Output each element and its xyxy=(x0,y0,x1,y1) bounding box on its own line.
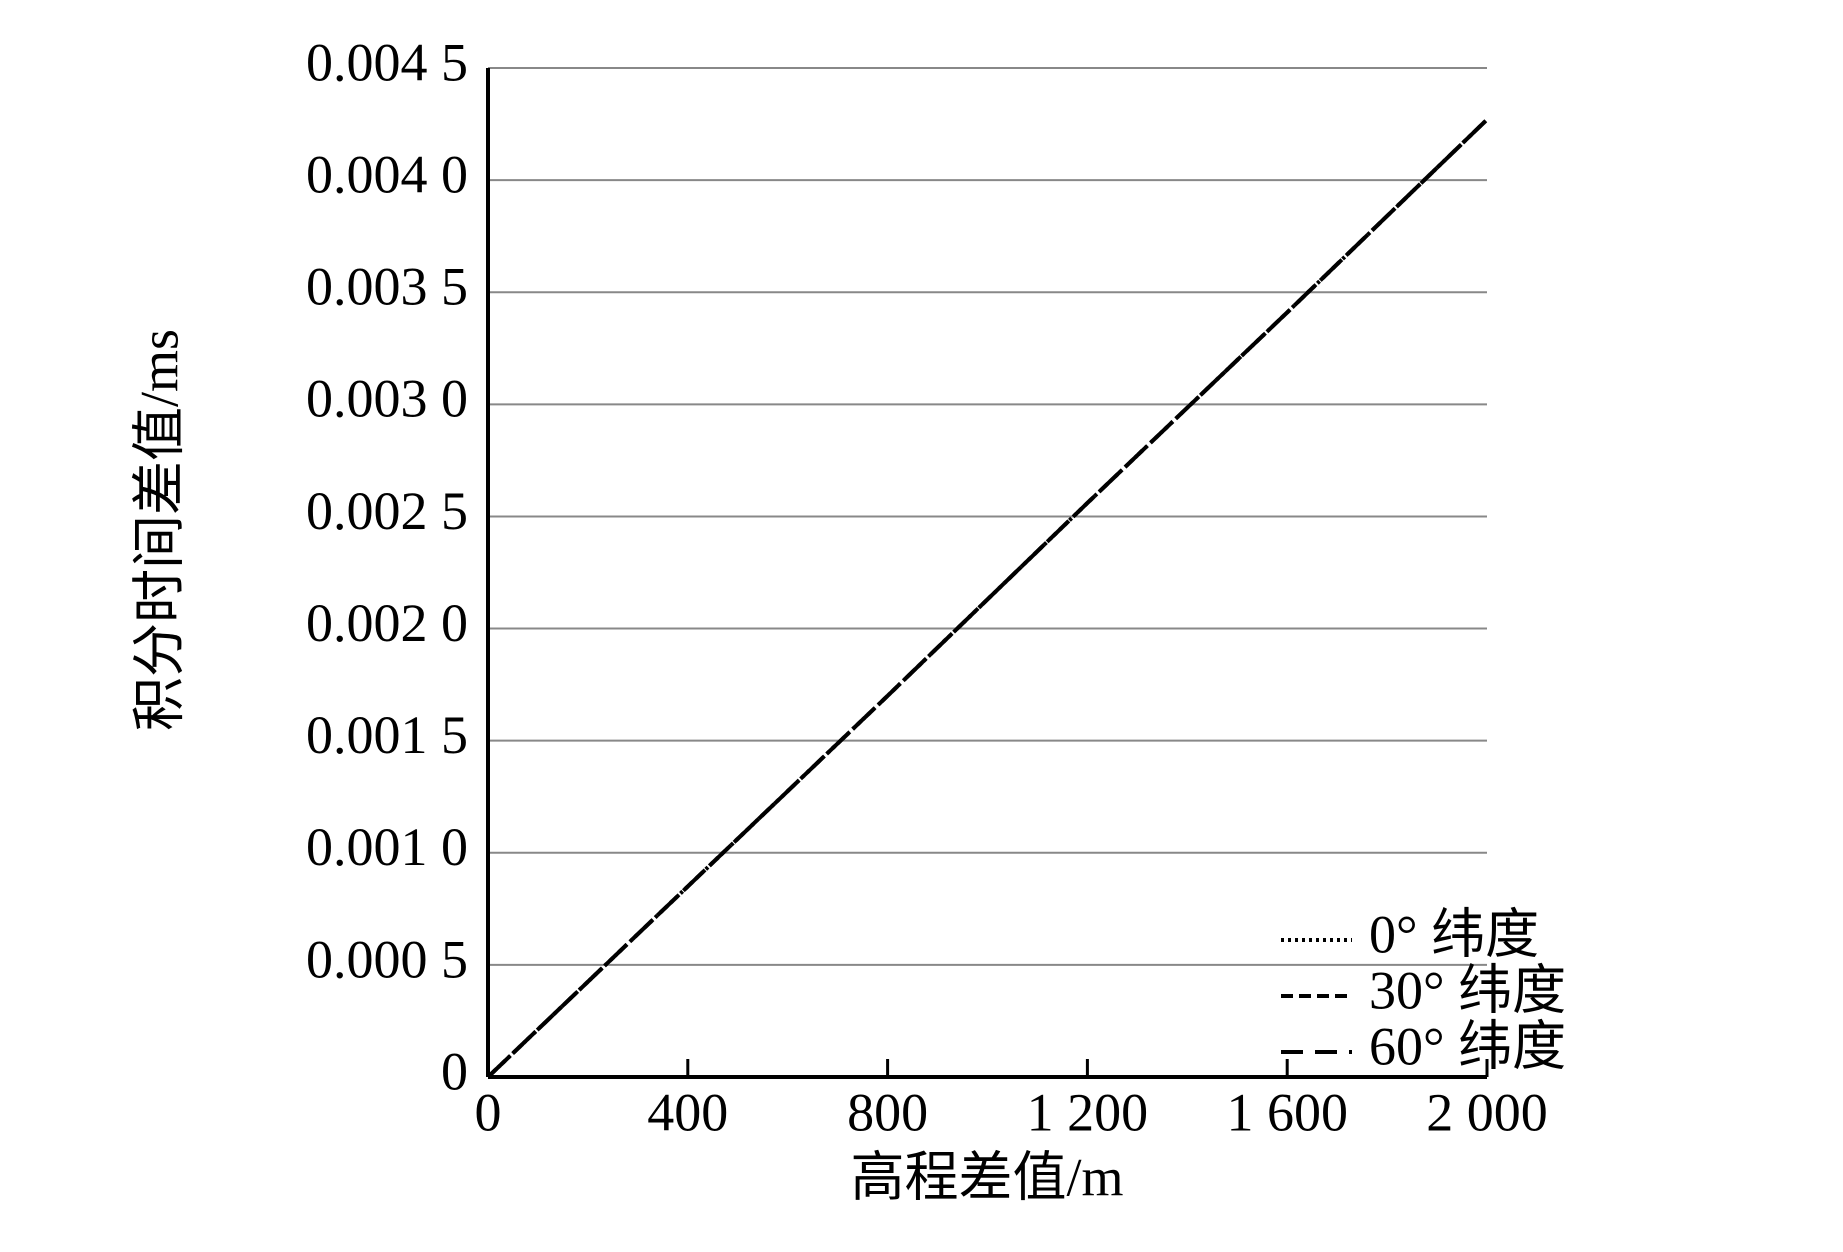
legend-label: 0° 纬度 xyxy=(1369,904,1539,964)
y-tick-label: 0.003 5 xyxy=(306,257,468,317)
y-tick-label: 0.004 5 xyxy=(306,32,468,92)
y-tick-label: 0.001 0 xyxy=(306,817,468,877)
data-line xyxy=(486,118,1489,1079)
x-tick-label: 0 xyxy=(475,1082,502,1142)
x-tick-label: 1 600 xyxy=(1226,1082,1348,1142)
x-tick-label: 1 200 xyxy=(1027,1082,1149,1142)
y-tick-label: 0.000 5 xyxy=(306,929,468,989)
x-tick-label: 2 000 xyxy=(1426,1082,1548,1142)
legend-label: 30° 纬度 xyxy=(1369,960,1566,1020)
y-tick-label: 0.001 5 xyxy=(306,705,468,765)
x-tick-label: 400 xyxy=(647,1082,728,1142)
y-tick-label: 0.002 0 xyxy=(306,593,468,653)
y-tick-label: 0.003 0 xyxy=(306,369,468,429)
y-tick-label: 0.002 5 xyxy=(306,481,468,541)
legend-label: 60° 纬度 xyxy=(1369,1016,1566,1076)
x-tick-label: 800 xyxy=(847,1082,928,1142)
y-tick-label: 0.004 0 xyxy=(306,145,468,205)
y-tick-label: 0 xyxy=(441,1041,468,1101)
y-axis-title: 积分时间差值/ms xyxy=(129,329,189,731)
x-axis-title: 高程差值/m xyxy=(850,1147,1123,1207)
